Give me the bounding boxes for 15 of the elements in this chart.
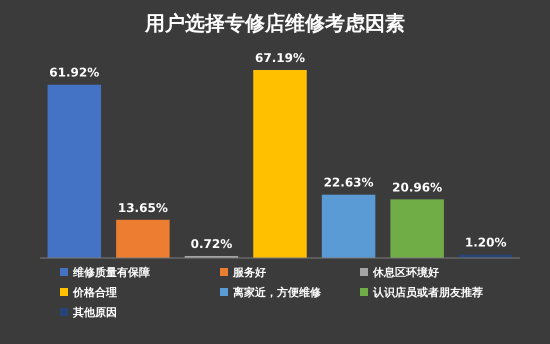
legend-label: 价格合理: [72, 286, 117, 299]
data-label: 13.65%: [118, 200, 168, 215]
data-label: 0.72%: [190, 236, 232, 251]
data-label: 22.63%: [324, 176, 374, 190]
legend-label: 离家近，方便维修: [232, 286, 322, 299]
data-label: 67.19%: [255, 51, 305, 65]
legend-label: 认识店员或者朋友推荐: [372, 286, 483, 299]
legend-label: 休息区环境好: [372, 266, 439, 279]
legend-label: 服务好: [232, 266, 266, 279]
data-label: 20.96%: [392, 180, 442, 194]
legend-label: 其他原因: [72, 306, 117, 319]
data-label: 61.92%: [49, 66, 100, 80]
chart-title: 用户选择专修店维修考虑因素: [144, 11, 405, 35]
legend-label: 维修质量有保障: [72, 266, 150, 279]
data-label: 1.20%: [464, 236, 507, 250]
